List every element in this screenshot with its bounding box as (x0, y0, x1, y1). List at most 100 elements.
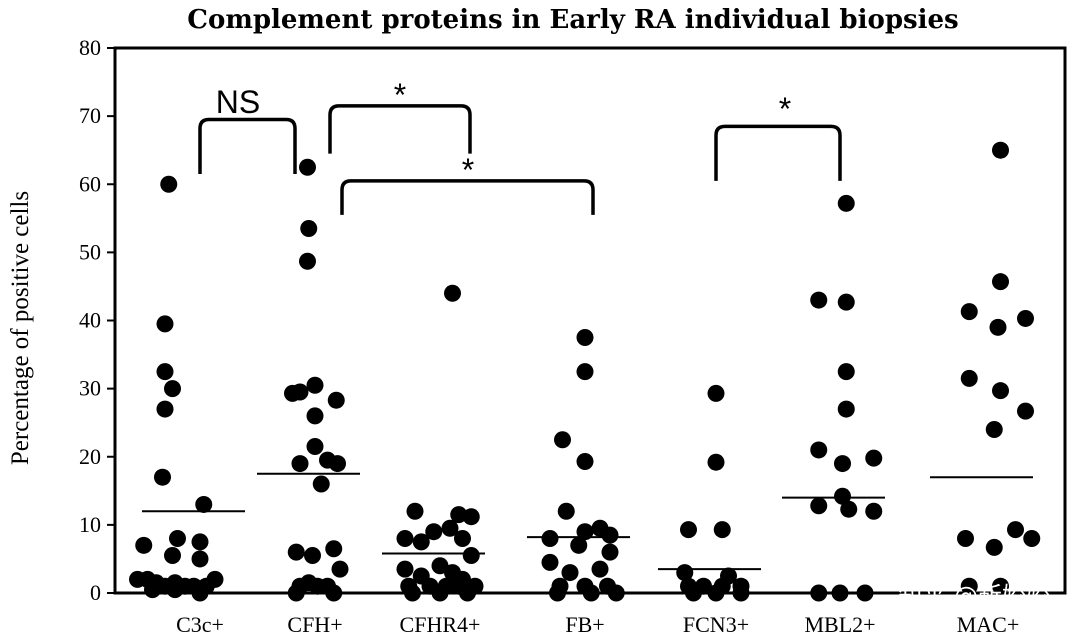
data-point (287, 543, 305, 561)
median-lines (142, 472, 1033, 571)
x-tick-label: MBL2+ (804, 612, 875, 637)
data-point (576, 453, 594, 471)
y-axis: 0 10 20 30 40 50 60 70 80 (79, 35, 115, 605)
data-point (1017, 309, 1034, 327)
data-point (331, 560, 349, 578)
data-point (541, 530, 559, 547)
data-point (160, 175, 178, 193)
data-point (985, 421, 1003, 438)
data-point (166, 581, 184, 599)
data-point (561, 564, 579, 582)
data-point (291, 383, 309, 401)
data-point (306, 376, 324, 394)
data-point (169, 530, 186, 547)
data-point (957, 530, 974, 547)
significance-bracket (714, 124, 842, 181)
data-point (462, 547, 480, 565)
data-point (557, 502, 575, 520)
data-point (144, 581, 161, 599)
data-points (129, 141, 1041, 602)
data-point (865, 502, 883, 520)
data-point (960, 303, 978, 321)
y-tick-label: 30 (79, 376, 101, 401)
significance-label: NS (216, 84, 260, 120)
data-point (444, 284, 461, 302)
data-point (154, 468, 171, 486)
x-tick-label: CFHR4+ (400, 612, 481, 637)
data-point (191, 533, 209, 551)
data-point (837, 293, 855, 311)
data-point (576, 523, 594, 541)
significance-label: * (779, 91, 791, 127)
y-tick-label: 70 (79, 103, 101, 128)
chart-title: Complement proteins in Early RA individu… (187, 5, 958, 35)
y-tick-label: 80 (79, 35, 101, 60)
data-point (576, 363, 594, 381)
data-point (810, 441, 828, 459)
x-tick-label: FCN3+ (683, 612, 749, 637)
data-point (191, 550, 209, 568)
data-point (676, 564, 694, 582)
x-axis: C3c+ CFH+ CFHR4+ FB+ FCN3+ MBL2+ MAC+ (176, 612, 1019, 637)
data-point (554, 431, 571, 449)
data-point (406, 502, 424, 520)
data-point (601, 526, 619, 544)
significance-label: * (394, 77, 406, 113)
data-point (156, 363, 174, 381)
y-axis-label: Percentage of positive cells (7, 191, 34, 465)
x-tick-label: CFH+ (287, 612, 342, 637)
data-point (591, 560, 609, 578)
data-point (312, 475, 330, 493)
data-point (837, 194, 855, 212)
significance-bracket (328, 104, 472, 154)
data-point (570, 536, 588, 554)
data-point (304, 547, 321, 565)
data-point (1023, 530, 1041, 547)
data-point (441, 519, 459, 537)
data-point (450, 506, 468, 524)
data-point (837, 363, 855, 381)
significance-bracket (198, 117, 297, 175)
data-point (306, 438, 324, 456)
data-point (1007, 521, 1024, 539)
x-tick-label: C3c+ (176, 612, 224, 637)
data-point (837, 400, 855, 418)
data-point (834, 455, 851, 473)
data-point (713, 521, 731, 539)
significance-bracket (340, 179, 595, 215)
y-tick-label: 40 (79, 308, 101, 333)
data-point (396, 560, 414, 578)
y-tick-label: 50 (79, 239, 101, 264)
data-point (985, 538, 1003, 556)
data-point (425, 523, 443, 541)
data-point (454, 530, 471, 547)
data-point (992, 273, 1009, 291)
data-point (810, 291, 828, 309)
data-point (206, 570, 224, 588)
y-tick-label: 10 (79, 512, 101, 537)
data-point (865, 449, 883, 467)
data-point (412, 533, 430, 551)
data-point (576, 329, 594, 347)
data-point (462, 508, 480, 526)
data-point (299, 158, 316, 176)
data-point (431, 557, 449, 575)
data-point (989, 318, 1007, 336)
data-point (135, 536, 153, 554)
data-point (834, 487, 851, 505)
significance-brackets: NS * * * (198, 77, 842, 215)
data-point (960, 577, 978, 595)
data-point (810, 497, 828, 515)
plot-frame (113, 46, 1067, 595)
data-point (840, 500, 858, 518)
data-point (291, 455, 309, 473)
data-point (707, 453, 725, 471)
data-point (164, 547, 181, 565)
significance-label: * (462, 152, 474, 188)
x-tick-label: MAC+ (957, 612, 1020, 637)
y-tick-label: 0 (90, 580, 101, 605)
data-point (992, 382, 1009, 400)
data-point (164, 380, 181, 398)
watermark: 知乎 @靳姣姣 (898, 582, 1050, 610)
